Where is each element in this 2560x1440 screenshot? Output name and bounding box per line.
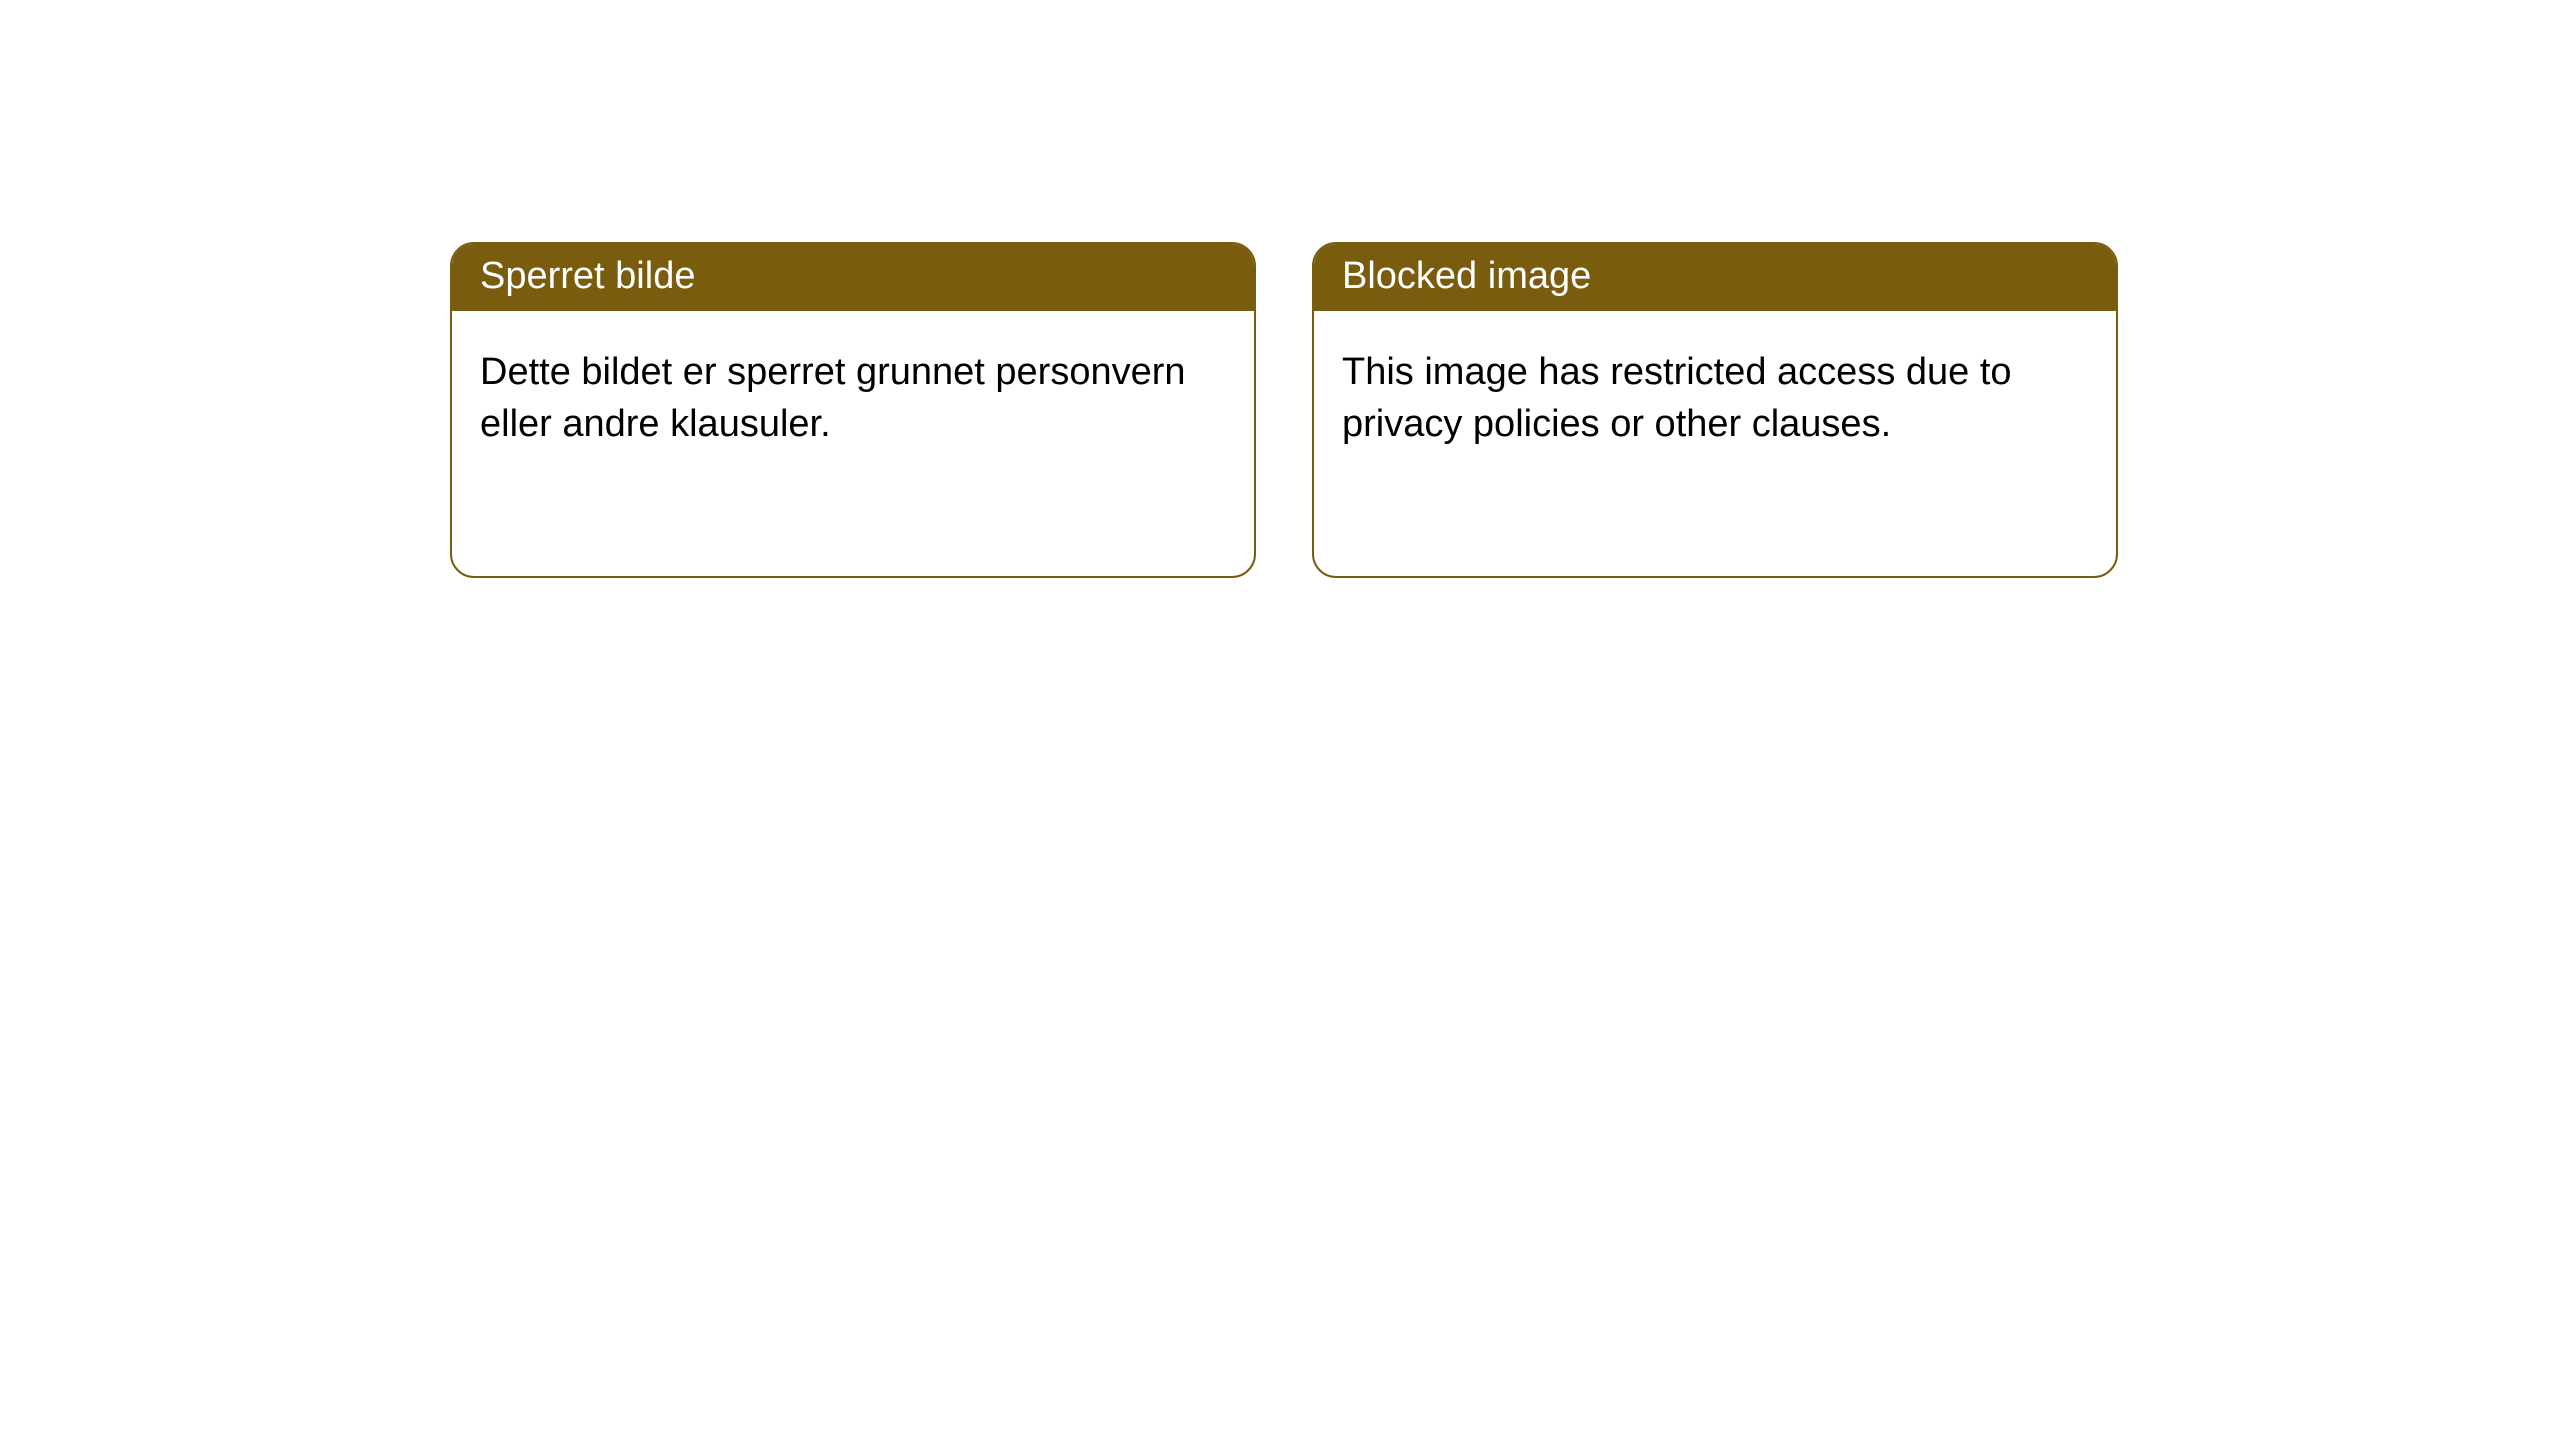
- notice-container: Sperret bilde Dette bildet er sperret gr…: [0, 0, 2560, 578]
- notice-card-norwegian: Sperret bilde Dette bildet er sperret gr…: [450, 242, 1256, 578]
- notice-card-english: Blocked image This image has restricted …: [1312, 242, 2118, 578]
- notice-title: Blocked image: [1314, 244, 2116, 311]
- notice-body: This image has restricted access due to …: [1314, 311, 2116, 486]
- notice-body: Dette bildet er sperret grunnet personve…: [452, 311, 1254, 486]
- notice-title: Sperret bilde: [452, 244, 1254, 311]
